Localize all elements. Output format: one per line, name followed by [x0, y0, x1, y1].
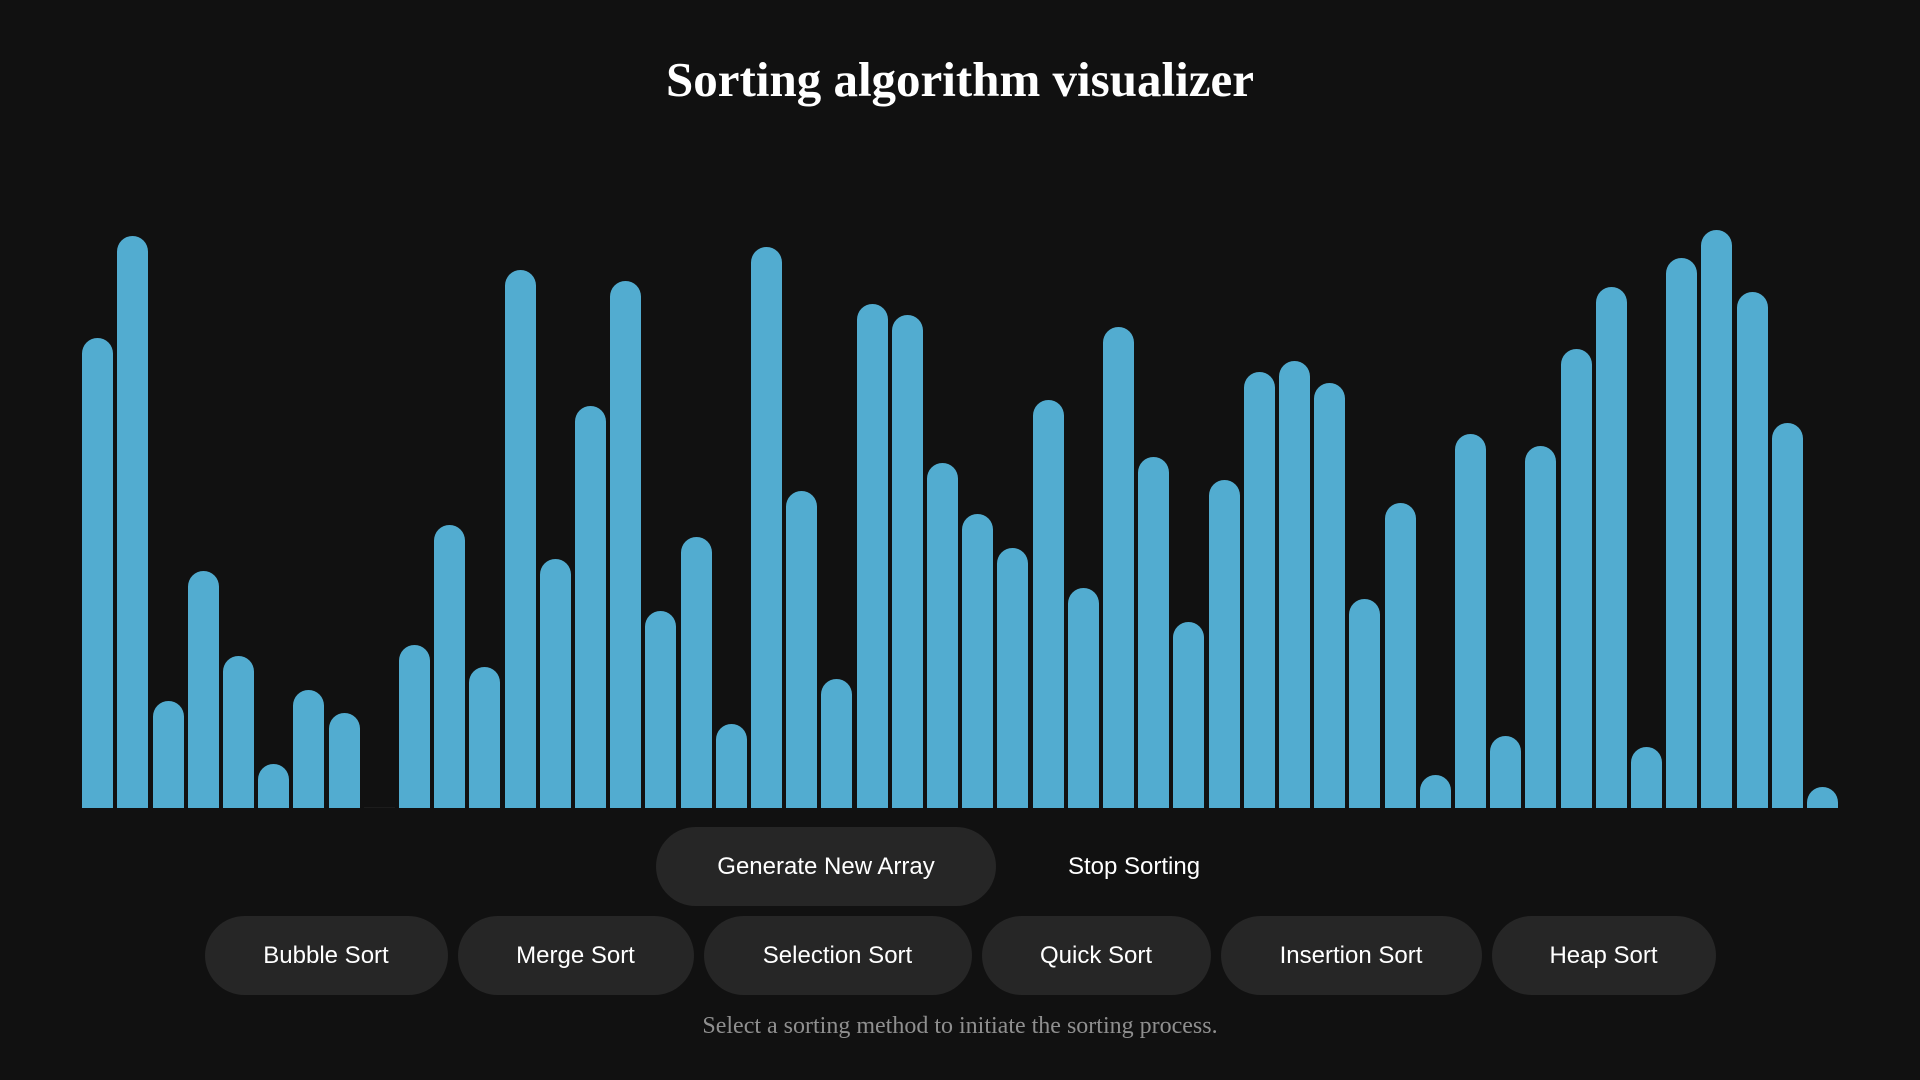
array-bar — [504, 269, 536, 808]
array-bar — [750, 247, 782, 808]
array-bar — [645, 610, 677, 808]
merge-sort-button[interactable]: Merge Sort — [457, 916, 694, 995]
array-bar — [680, 536, 712, 808]
array-bar — [398, 644, 430, 808]
array-bar — [434, 525, 466, 808]
generate-new-array-button[interactable]: Generate New Array — [656, 827, 996, 906]
stop-sorting-button[interactable]: Stop Sorting — [1004, 827, 1264, 906]
heap-sort-button[interactable]: Heap Sort — [1491, 916, 1716, 995]
array-bar — [926, 462, 958, 808]
array-bar — [293, 690, 325, 808]
array-bar — [821, 678, 853, 808]
array-bar — [1349, 599, 1381, 808]
selection-sort-button[interactable]: Selection Sort — [703, 916, 972, 995]
array-bar — [786, 491, 818, 808]
array-bar — [1666, 258, 1698, 808]
array-bar — [1032, 400, 1064, 808]
array-bar — [258, 763, 290, 808]
array-bar — [1454, 434, 1486, 808]
array-bar — [1595, 286, 1627, 808]
quick-sort-button[interactable]: Quick Sort — [981, 916, 1211, 995]
array-bar — [152, 701, 184, 808]
array-bar — [1243, 372, 1275, 808]
array-bar — [1701, 230, 1733, 808]
array-bar — [82, 337, 114, 808]
array-bar — [469, 667, 501, 808]
array-bar — [1490, 735, 1522, 808]
bubble-sort-button[interactable]: Bubble Sort — [204, 916, 448, 995]
page-title: Sorting algorithm visualizer — [666, 52, 1254, 107]
array-bar — [1560, 349, 1592, 808]
array-bar — [715, 724, 747, 808]
array-bar — [328, 712, 360, 808]
array-bar — [962, 514, 994, 808]
status-text: Select a sorting method to initiate the … — [702, 1013, 1218, 1039]
array-bar — [1102, 326, 1134, 808]
array-bar — [1736, 292, 1768, 808]
array-bar — [363, 807, 395, 808]
array-bar — [1173, 621, 1205, 808]
array-bar — [1630, 746, 1662, 808]
control-row: Generate New Array Stop Sorting — [0, 827, 1920, 906]
array-bar — [117, 235, 149, 808]
array-bars — [80, 200, 1840, 808]
array-bar — [1384, 502, 1416, 808]
array-bar — [891, 315, 923, 808]
array-bar — [222, 656, 254, 808]
array-bar — [997, 548, 1029, 808]
algorithm-buttons: Bubble Sort Merge Sort Selection Sort Qu… — [0, 916, 1920, 995]
array-bar — [1067, 587, 1099, 808]
array-bar — [539, 559, 571, 808]
array-bar — [574, 406, 606, 808]
array-bar — [1525, 445, 1557, 808]
array-bar — [1806, 786, 1838, 808]
array-bar — [1278, 360, 1310, 808]
array-bar — [610, 281, 642, 808]
array-bar — [1771, 423, 1803, 808]
array-bar — [1314, 383, 1346, 808]
array-bar — [1208, 479, 1240, 808]
insertion-sort-button[interactable]: Insertion Sort — [1220, 916, 1482, 995]
array-bar — [856, 303, 888, 808]
array-bar — [1138, 457, 1170, 808]
array-bar — [187, 570, 219, 808]
array-bar — [1419, 775, 1451, 808]
